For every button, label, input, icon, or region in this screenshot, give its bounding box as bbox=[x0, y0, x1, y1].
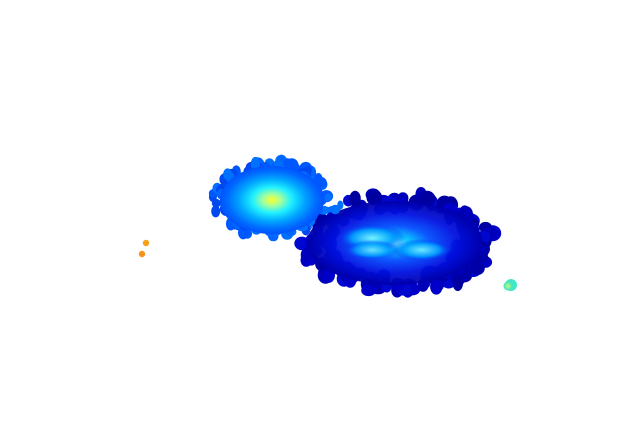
cluster-b-core-3 bbox=[392, 239, 452, 261]
upper-left-cluster bbox=[208, 154, 344, 242]
orange-outlier-top bbox=[142, 239, 150, 247]
cloud-point bbox=[250, 156, 260, 171]
cloud-point bbox=[330, 204, 341, 215]
cloud-point bbox=[470, 261, 485, 275]
cluster-b-core-2 bbox=[344, 240, 400, 260]
cloud-point bbox=[223, 168, 233, 180]
cloud-point bbox=[321, 205, 328, 215]
lower-right-cluster bbox=[294, 187, 502, 298]
orange-outlier-bottom bbox=[138, 250, 146, 258]
cloud-point bbox=[430, 279, 443, 295]
cloud-point bbox=[324, 193, 333, 202]
cloud-point bbox=[452, 274, 464, 292]
green-outlier bbox=[503, 279, 517, 291]
cloud-point bbox=[211, 205, 221, 218]
cluster-a-body bbox=[220, 166, 324, 234]
cloud-point bbox=[419, 190, 436, 207]
cloud-point bbox=[211, 199, 221, 208]
cloud-point bbox=[283, 158, 292, 171]
cloud-point bbox=[361, 284, 376, 297]
cloud-point bbox=[366, 189, 383, 206]
cloud-point bbox=[349, 190, 361, 207]
